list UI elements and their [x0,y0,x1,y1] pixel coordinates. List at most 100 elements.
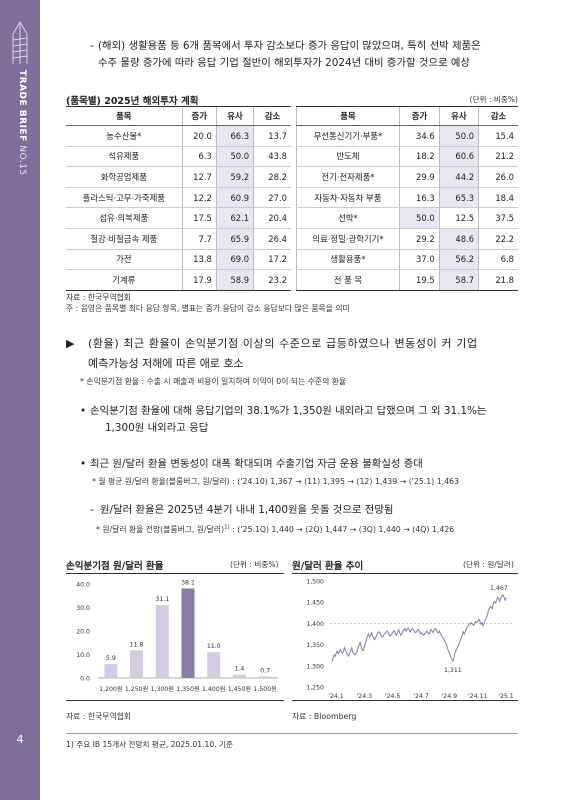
intro-line-1: (해외) 생활용품 등 6개 품목에서 투자 감소보다 증가 응답이 많았으며,… [98,40,481,52]
x-tick-label: 1,400원 [202,685,226,693]
value-cell: 17.2 [253,249,291,271]
table-unit: (단위 : 비중%) [469,95,518,104]
col-header: 감소 [253,106,291,126]
bar [258,676,272,678]
y-tick-label: 1,350 [306,642,324,649]
x-tick-label: 1,450원 [228,685,252,693]
value-cell: 6.3 [181,146,217,168]
data-label: 11.8 [130,641,144,648]
col-header: 증가 [399,106,440,126]
value-cell: 16.3 [399,187,440,209]
bullet-dot: • [80,405,87,417]
exchange-rate-section: ▶ (환율) 최근 환율이 손익분기점 이상의 수준으로 급등하였으나 변동성이… [66,334,518,374]
bullet-2: • 최근 원/달러 환율 변동성이 대폭 확대되며 수출기업 자금 운용 불확실… [80,456,518,473]
value-cell: 60.9 [215,187,254,209]
annotation-label: 1,311 [444,667,462,674]
col-header: 증가 [181,106,217,126]
value-cell: 50.0 [438,125,479,147]
value-cell: 62.1 [215,207,254,229]
value-cell: 59.2 [215,166,254,188]
table-header: (품목별) 2025년 해외투자 계획 (단위 : 비중%) [66,93,518,107]
item-cell: 선박* [295,207,400,229]
value-cell: 13.8 [181,249,217,271]
value-cell: 37.0 [399,249,440,271]
value-cell: 12.2 [181,187,217,209]
y-tick-label: 20.0 [76,629,90,636]
col-header: 품목 [66,106,183,126]
value-cell: 58.9 [215,269,254,291]
item-cell: 전기·전자제품* [295,166,400,188]
item-cell: 플라스틱·고무·가죽제품 [66,187,183,209]
data-label: 1.4 [235,666,245,673]
exchange-rate-line [331,594,507,663]
value-cell: 65.9 [215,228,254,250]
value-cell: 12.5 [438,207,479,229]
item-cell: 석유제품 [66,146,183,168]
value-cell: 17.5 [181,207,217,229]
line-chart: 1,250 1,300 1,350 1,400 1,450 1,500 '24.1 '24.3… [292,573,518,701]
footnote: 1) 주요 IB 15개사 전망치 평균, 2025.01.10. 기준 [66,740,233,749]
item-cell: 의료·정밀·광학기기* [295,228,400,250]
y-tick-label: 1,250 [306,685,324,692]
line-chart-title: 원/달러 환율 추이 [292,561,364,572]
value-cell: 56.2 [438,249,479,271]
sidebar: TRADE BRIEF NO.15 4 [0,0,40,800]
data-label: 38.1 [181,579,195,586]
value-cell: 12.7 [181,166,217,188]
page-number: 4 [16,733,24,746]
value-cell: 6.8 [478,249,518,271]
table-row: 섬유·의복제품 17.5 62.1 20.4 선박* 50.0 12.5 37.5 [66,207,518,229]
item-cell: 화학공업제품 [66,166,183,188]
y-tick-label: 1,400 [306,621,324,628]
x-tick-label: 1,500원 [253,685,277,693]
investment-table: 품목 증가 유사 감소 품목 증가 유사 감소 농수산물* 20.0 66.3 13.… [66,106,518,291]
bullet-3-line-1: 원/달러 환율은 2025년 4분기 내내 1,400원을 웃돌 것으로 전망됨 [100,504,394,516]
value-cell: 26.0 [478,166,518,188]
table-source: 자료 : 한국무역협회 [66,293,131,302]
bullet-2-note: * 월 평균 원/달러 환율(블룸버그, 원/달러) : ('24.10) 1,… [92,477,460,486]
table-row: 철강·비철금속 제품 7.7 65.9 26.4 의료·정밀·광학기기* 29.2 48.6… [66,228,518,250]
value-cell: 13.7 [253,125,291,147]
value-cell: 15.4 [478,125,518,147]
value-cell: 23.2 [253,269,291,291]
value-cell: 50.0 [399,207,440,229]
x-tick-label: '25.1 [498,693,514,700]
value-cell: 43.8 [253,146,291,168]
col-header: 유사 [215,106,254,126]
bullet-1-line-1: 손익분기점 환율에 대해 응답기업의 38.1%가 1,350원 내외라고 답했… [90,405,487,417]
y-tick-label: 1,300 [306,663,324,670]
y-tick-label: 1,450 [306,600,324,607]
value-cell: 50.0 [215,146,254,168]
data-label: 31.1 [155,596,169,603]
section-line-1: (환율) 최근 환율이 손익분기점 이상의 수준으로 급등하였으나 변동성이 커… [88,337,478,350]
data-label: 0.7 [260,667,270,674]
bar [155,604,169,678]
bar-chart: 0.0 10.0 20.0 30.0 40.0 5.9 1,200원 11.8 1,250원 31… [66,573,284,701]
value-cell: 22.2 [478,228,518,250]
data-label: 11.0 [207,643,221,650]
item-cell: 무선통신기기·부품* [295,125,400,147]
item-cell: 전 품 목 [295,269,400,291]
value-cell: 44.2 [438,166,479,188]
data-label: 5.9 [106,655,116,662]
value-cell: 27.0 [253,187,291,209]
bullet-3-note: * 원/달러 환율 전망(블룸버그, 원/달러)1) : ('25.1Q) 1,… [96,524,454,535]
annotation-label: 1,467 [490,585,508,592]
value-cell: 17.9 [181,269,217,291]
item-cell: 농수산물* [66,125,183,147]
value-cell: 21.2 [478,146,518,168]
x-tick-label: 1,200원 [99,685,123,693]
table-header-row: 품목 증가 유사 감소 품목 증가 유사 감소 [66,106,518,126]
sidebar-label-light: NO.15 [17,145,27,176]
item-cell: 철강·비철금속 제품 [66,228,183,250]
table-notes: 자료 : 한국무역협회 주 : 음영은 품목별 최다 응답 항목, 별표는 증가… [66,292,350,314]
value-cell: 28.2 [253,166,291,188]
value-cell: 18.4 [478,187,518,209]
value-cell: 29.9 [399,166,440,188]
value-cell: 7.7 [181,228,217,250]
item-cell: 가전 [66,249,183,271]
table-gap [290,106,297,126]
value-cell: 21.8 [478,269,518,291]
value-cell: 19.5 [399,269,440,291]
value-cell: 26.4 [253,228,291,250]
